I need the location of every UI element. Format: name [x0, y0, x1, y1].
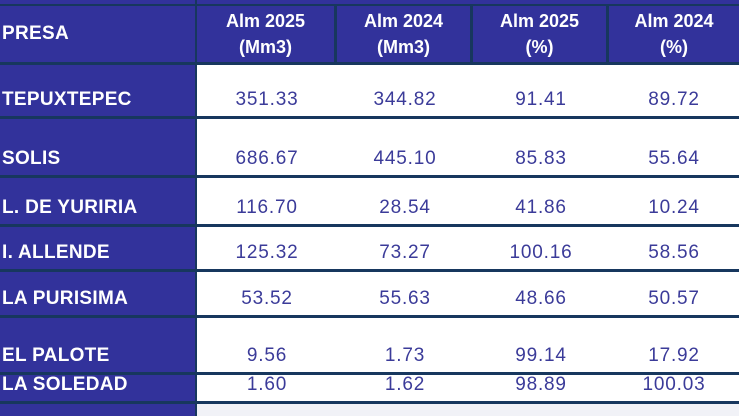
- value-cell: 351.33: [197, 65, 337, 119]
- value-cell: 41.86: [473, 178, 609, 227]
- header-line1: Alm 2024: [634, 10, 714, 31]
- value-cell: 686.67: [197, 119, 337, 178]
- value-cell: 98.89: [473, 374, 609, 404]
- value-cell: 55.64: [609, 119, 739, 178]
- value-cell: 17.92: [609, 318, 739, 375]
- value-cell: 99.14: [473, 318, 609, 375]
- top-strip-left: [0, 0, 197, 6]
- header-line2: (%): [525, 37, 554, 57]
- row-name-i-allende: I. ALLENDE: [0, 227, 197, 272]
- value-cell: 55.63: [337, 272, 473, 318]
- row-name-el-palote: EL PALOTE: [0, 318, 197, 375]
- value-cell: 48.66: [473, 272, 609, 318]
- header-alm2025-mm3: Alm 2025 (Mm3): [197, 6, 337, 65]
- header-alm2025-pct: Alm 2025 (%): [473, 6, 609, 65]
- bottom-strip-right: [197, 404, 739, 416]
- value-cell: 445.10: [337, 119, 473, 178]
- header-alm2024-mm3: Alm 2024 (Mm3): [337, 6, 473, 65]
- value-cell: 344.82: [337, 65, 473, 119]
- header-line1: Alm 2025: [225, 10, 306, 31]
- value-cell: 1.62: [337, 374, 473, 404]
- value-cell: 125.32: [197, 227, 337, 272]
- value-cell: 9.56: [197, 318, 337, 375]
- value-cell: 89.72: [609, 65, 739, 119]
- top-strip-right: [197, 0, 739, 6]
- value-cell: 50.57: [609, 272, 739, 318]
- row-name-la-purisima: LA PURISIMA: [0, 272, 197, 318]
- row-name-la-soledad: LA SOLEDAD: [0, 375, 197, 404]
- value-cell: 10.24: [609, 178, 739, 227]
- header-line2: (Mm3): [377, 37, 430, 57]
- value-cell: 100.03: [609, 374, 739, 404]
- header-line1: Alm 2025: [499, 10, 580, 31]
- value-cell: 58.56: [609, 227, 739, 272]
- value-cell: 53.52: [197, 272, 337, 318]
- value-cell: 85.83: [473, 119, 609, 178]
- value-cell: 1.60: [197, 374, 337, 404]
- value-cell: 1.73: [337, 318, 473, 375]
- value-cell: 100.16: [473, 227, 609, 272]
- header-presa: PRESA: [0, 6, 197, 65]
- row-name-solis: SOLIS: [0, 119, 197, 178]
- header-line2: (%): [660, 37, 688, 57]
- row-name-l-de-yuriria: L. DE YURIRIA: [0, 178, 197, 227]
- row-name-tepuxtepec: TEPUXTEPEC: [0, 65, 197, 119]
- header-line2: (Mm3): [239, 37, 292, 57]
- bottom-strip-left: [0, 404, 197, 416]
- header-line1: Alm 2024: [363, 10, 444, 31]
- value-cell: 28.54: [337, 178, 473, 227]
- value-cell: 116.70: [197, 178, 337, 227]
- value-cell: 91.41: [473, 65, 609, 119]
- header-alm2024-pct: Alm 2024 (%): [609, 6, 739, 65]
- value-cell: 73.27: [337, 227, 473, 272]
- presa-label: PRESA: [2, 23, 69, 44]
